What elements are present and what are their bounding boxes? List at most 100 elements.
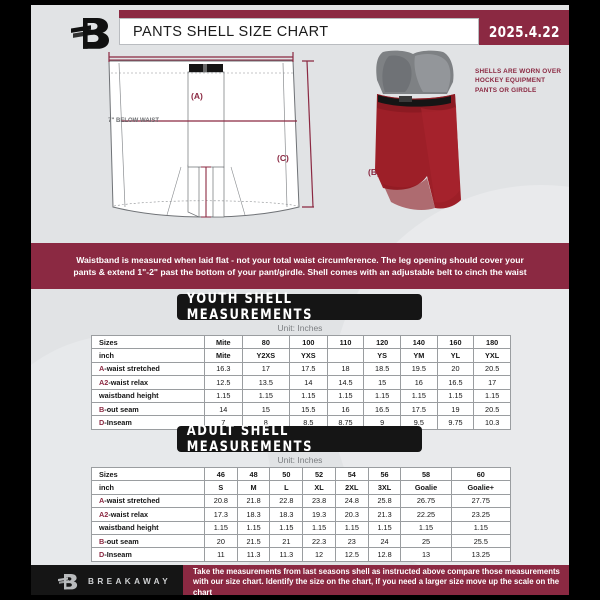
table-row: Sizes Mite 80 100 110 120 140 160 180 (91, 334, 511, 350)
table-row: B-out seam 20 21.5 21 22.3 23 24 25 25.5 (91, 533, 512, 549)
table-cell: Mite (204, 334, 243, 350)
table-cell: 50 (269, 466, 304, 482)
table-cell: 80 (241, 334, 291, 350)
table-cell: 1.15 (450, 520, 512, 535)
table-cell: 25.5 (450, 533, 512, 549)
table-row: A2-waist relax 12.5 13.5 14 14.5 15 16 16.5 17 (91, 375, 511, 390)
table-cell: 2XL (334, 480, 369, 495)
table-cell: M (236, 480, 271, 495)
table-cell: 120 (363, 334, 401, 350)
table-cell: 1.15 (236, 520, 271, 535)
table-cell: 16 (326, 401, 365, 417)
top-accent-strip (119, 10, 569, 18)
table-row: A-waist stretched 16.3 17 17.5 18 18.5 19.5 20 2… (91, 361, 511, 377)
table-cell: 16 (399, 375, 438, 390)
table-cell: 48 (236, 466, 271, 482)
table-cell: 60 (450, 466, 512, 482)
table-cell (326, 348, 365, 363)
table-cell: 20.3 (334, 507, 369, 522)
photo-note-text: SHELLS ARE WORN OVER HOCKEY EQUIPMENT PA… (475, 68, 562, 94)
footer-instruction-box: Take the measurements from last seasons … (183, 565, 569, 595)
table-cell: 21.5 (236, 533, 271, 549)
table-cell: 12 (302, 547, 336, 562)
table-cell: 23.25 (450, 507, 512, 522)
table-cell: 19.5 (399, 361, 438, 377)
table-cell: 17.3 (204, 507, 238, 522)
table-cell: YL (436, 348, 475, 363)
table-cell: YS (363, 348, 401, 363)
table-cell: 1.15 (399, 388, 438, 403)
table-row: A-waist stretched 20.8 21.8 22.8 23.8 24.8 25.… (91, 493, 512, 509)
table-cell: 11.3 (236, 547, 271, 562)
row-label-prefix: A (99, 496, 105, 506)
table-cell: 18.3 (269, 507, 304, 522)
table-cell: 16.5 (436, 375, 475, 390)
row-label: waistband height (91, 388, 205, 403)
waistband-info-text: Waistband is measured when laid flat - n… (73, 254, 527, 277)
table-cell: 1.15 (334, 520, 369, 535)
table-cell: 14 (289, 375, 328, 390)
adult-section-title-text: ADULT SHELL MEASUREMENTS (186, 423, 313, 455)
footer-instruction-text: Take the measurements from last seasons … (193, 566, 560, 595)
table-cell: 1.15 (302, 520, 336, 535)
table-cell: 22.3 (302, 533, 336, 549)
table-cell: 25.8 (367, 493, 402, 509)
table-cell: 27.75 (450, 493, 512, 509)
footer-brand-name: BREAKAWAY (88, 577, 172, 586)
table-cell: 25 (400, 533, 452, 549)
table-cell: 52 (302, 466, 336, 482)
table-cell: 21.8 (236, 493, 271, 509)
row-label: D-Inseam (91, 547, 205, 562)
table-cell: L (269, 480, 304, 495)
adult-table-body: Sizes 46 48 50 52 54 56 58 60 inch S M L XL 2XL 3XL Goal… (91, 466, 512, 562)
table-cell: YXS (289, 348, 328, 363)
table-cell: 17 (241, 361, 291, 377)
youth-table-body: Sizes Mite 80 100 110 120 140 160 180 inch Mite Y2X… (91, 334, 511, 430)
table-cell: 1.15 (400, 520, 452, 535)
waistband-info-banner: Waistband is measured when laid flat - n… (31, 243, 569, 289)
youth-section-title: YOUTH SHELL MEASUREMENTS (177, 291, 422, 323)
waist-below-note: 7" BELOW WAIST (108, 118, 159, 124)
table-cell: 20 (436, 361, 475, 377)
breakaway-b-logo-icon (55, 571, 81, 594)
table-cell: 3XL (367, 480, 402, 495)
table-row: waistband height 1.15 1.15 1.15 1.15 1.15 1.15… (91, 520, 512, 535)
diagram-label-a: (A) (191, 91, 203, 101)
date-badge: 2025.4.22 (479, 18, 569, 45)
table-cell: 15 (363, 375, 401, 390)
table-cell: 12.5 (334, 547, 369, 562)
row-label: inch (91, 348, 205, 363)
table-cell: 11 (204, 547, 238, 562)
row-label: A-waist stretched (91, 361, 205, 377)
table-cell: 17.5 (289, 361, 328, 377)
table-cell: 140 (399, 334, 438, 350)
diagram-label-b: (B) (368, 167, 380, 177)
row-label: B-out seam (91, 533, 205, 549)
table-cell: 1.15 (269, 520, 304, 535)
youth-unit-label: Unit: Inches (277, 323, 323, 333)
table-cell: 18.3 (236, 507, 271, 522)
table-cell: 54 (334, 466, 369, 482)
table-cell: 23.8 (302, 493, 336, 509)
table-cell: 21 (269, 533, 304, 549)
table-cell: 1.15 (367, 520, 402, 535)
table-cell: YM (399, 348, 438, 363)
table-cell: 17.5 (399, 401, 438, 417)
table-row: D-Inseam 11 11.3 11.3 12 12.5 12.8 13 13.25 (91, 547, 512, 562)
table-cell: XL (302, 480, 336, 495)
table-cell: 58 (400, 466, 452, 482)
table-cell: 21.3 (367, 507, 402, 522)
row-label-prefix: D (99, 418, 105, 428)
row-label: waistband height (91, 520, 205, 535)
row-label-prefix: B (99, 404, 105, 414)
table-cell: 12.5 (204, 375, 243, 390)
table-cell: 15 (241, 401, 291, 417)
row-label: Sizes (91, 466, 205, 482)
table-cell: 1.15 (241, 388, 291, 403)
table-row: B-out seam 14 15 15.5 16 16.5 17.5 19 20.5 (91, 401, 511, 417)
table-cell: 13 (400, 547, 452, 562)
page-title: PANTS SHELL SIZE CHART (119, 18, 479, 45)
breakaway-b-logo-icon (61, 12, 123, 58)
table-row: Sizes 46 48 50 52 54 56 58 60 (91, 466, 512, 482)
